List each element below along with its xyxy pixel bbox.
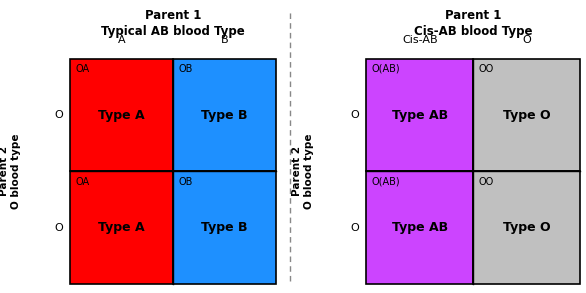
Text: Type AB: Type AB: [391, 221, 448, 234]
Text: B: B: [220, 35, 228, 45]
Text: OB: OB: [178, 64, 192, 74]
Text: Parent 2
O blood type: Parent 2 O blood type: [292, 134, 314, 209]
Text: O(AB): O(AB): [372, 64, 400, 74]
Text: OO: OO: [478, 64, 494, 74]
Text: Type O: Type O: [503, 108, 550, 122]
Text: O: O: [54, 223, 63, 233]
Bar: [366, 171, 473, 284]
Text: Type AB: Type AB: [391, 108, 448, 122]
Text: Parent 1: Parent 1: [445, 9, 502, 22]
Text: O: O: [350, 223, 359, 233]
Bar: [473, 59, 580, 171]
Bar: [173, 171, 275, 284]
Bar: [366, 59, 473, 171]
Text: Type B: Type B: [201, 221, 247, 234]
Text: O: O: [350, 110, 359, 120]
Bar: [173, 59, 275, 171]
Text: Cis-AB blood Type: Cis-AB blood Type: [414, 25, 533, 38]
Text: Type A: Type A: [98, 221, 145, 234]
Text: Parent 1: Parent 1: [145, 9, 201, 22]
Text: Type A: Type A: [98, 108, 145, 122]
Text: OO: OO: [478, 177, 494, 187]
Text: Typical AB blood Type: Typical AB blood Type: [101, 25, 245, 38]
Text: Parent 2
O blood type: Parent 2 O blood type: [0, 134, 21, 209]
Text: OB: OB: [178, 177, 192, 187]
Text: OA: OA: [76, 64, 90, 74]
Text: A: A: [118, 35, 125, 45]
Text: OA: OA: [76, 177, 90, 187]
Text: O: O: [522, 35, 531, 45]
Text: Type B: Type B: [201, 108, 247, 122]
Bar: [473, 171, 580, 284]
Text: O(AB): O(AB): [372, 177, 400, 187]
Text: O: O: [54, 110, 63, 120]
Text: Type O: Type O: [503, 221, 550, 234]
Bar: [70, 171, 173, 284]
Bar: [70, 59, 173, 171]
Text: Cis-AB: Cis-AB: [402, 35, 438, 45]
